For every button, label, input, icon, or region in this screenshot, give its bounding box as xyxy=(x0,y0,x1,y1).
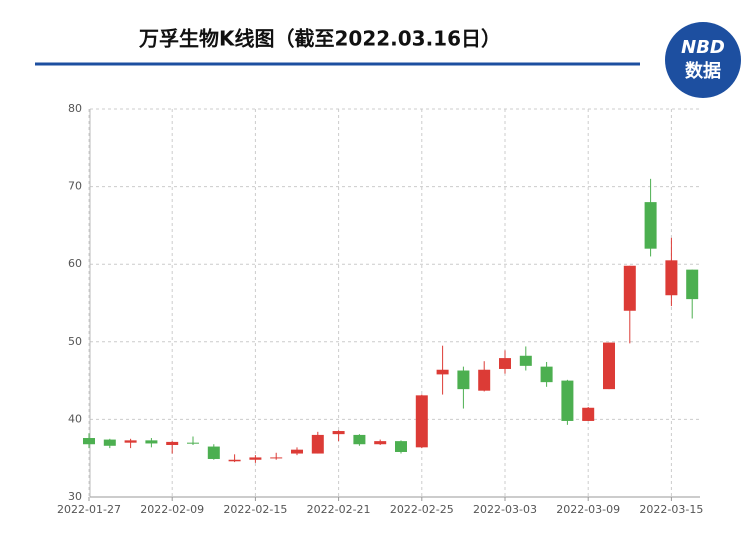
candle-body xyxy=(665,260,678,296)
chart-title: 万孚生物K线图（截至2022.03.16日） xyxy=(138,27,501,51)
x-tick-label: 2022-02-21 xyxy=(307,503,371,516)
candle-body xyxy=(395,441,407,452)
logo-text: NBD xyxy=(681,37,725,58)
candle-body xyxy=(311,434,324,454)
x-tick-label: 2022-03-09 xyxy=(556,503,620,516)
candle-body xyxy=(145,440,158,444)
candle-body xyxy=(603,342,615,390)
candle-body xyxy=(83,438,95,445)
candle-body xyxy=(457,370,470,390)
y-tick-label: 50 xyxy=(68,335,82,348)
candle-body xyxy=(415,395,428,448)
candle-body xyxy=(623,265,636,311)
candle-body xyxy=(353,434,366,445)
candle-body xyxy=(103,439,116,446)
candle-body xyxy=(207,446,220,459)
candle-body xyxy=(644,202,657,249)
candle-body xyxy=(332,431,345,435)
candle-body xyxy=(374,441,387,445)
candle-body xyxy=(519,355,532,366)
x-tick-label: 2022-03-03 xyxy=(473,503,537,516)
candle-body xyxy=(561,380,574,421)
x-tick-label: 2022-03-15 xyxy=(639,503,703,516)
y-tick-label: 80 xyxy=(68,102,82,115)
x-tick-label: 2022-02-09 xyxy=(140,503,204,516)
logo-circle xyxy=(665,22,741,98)
x-tick-label: 2022-02-25 xyxy=(390,503,454,516)
candle-body xyxy=(187,442,199,444)
candle-body xyxy=(228,459,241,462)
logo-text: 数据 xyxy=(685,60,721,82)
x-tick-label: 2022-02-15 xyxy=(223,503,287,516)
plot: 30 40 50 60 70 80 2022-01-27 2022-02-09 2022-02-… xyxy=(57,102,703,516)
candle-body xyxy=(499,358,511,369)
y-tick-label: 60 xyxy=(68,257,82,270)
candle-body xyxy=(166,441,179,446)
candle-body xyxy=(270,457,283,459)
candle-body xyxy=(478,369,491,391)
y-tick-label: 40 xyxy=(68,412,82,425)
candle-body xyxy=(686,269,699,300)
y-tick-label: 30 xyxy=(68,490,82,503)
candle-body xyxy=(249,457,262,460)
y-tick-label: 70 xyxy=(68,180,82,193)
candle-body xyxy=(291,449,303,454)
candle-body xyxy=(124,440,137,443)
x-tick-label: 2022-01-27 xyxy=(57,503,121,516)
candle-body xyxy=(540,366,553,383)
candle-body xyxy=(436,369,449,375)
candle-body xyxy=(582,407,595,421)
